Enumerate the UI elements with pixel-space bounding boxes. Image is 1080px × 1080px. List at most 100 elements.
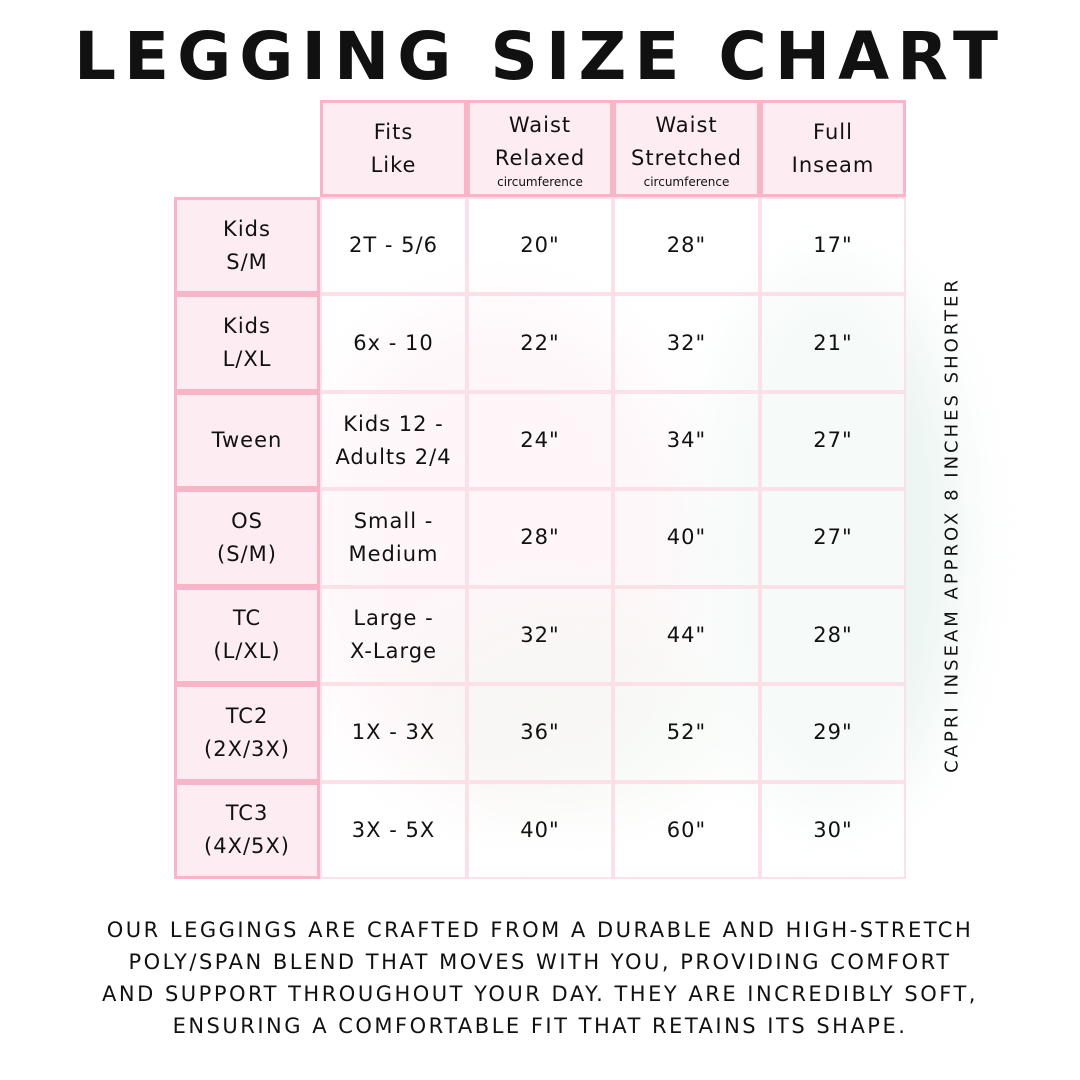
inseam-cell: 21" — [760, 294, 906, 392]
cell-text: 60" — [666, 817, 707, 842]
cell-text: 28" — [520, 525, 560, 550]
description-line: and support throughout your day. They ar… — [102, 982, 978, 1006]
row-header: OS (S/M) — [174, 489, 320, 587]
cell-text: 1X - 3X — [351, 720, 436, 745]
inseam-cell: 28" — [760, 586, 906, 685]
waist-stretched-cell: 32" — [613, 294, 760, 392]
fits-like-cell: Kids 12 - Adults 2/4 — [320, 391, 467, 490]
cell-text: 28" — [666, 233, 707, 258]
waist-stretched-cell: 40" — [613, 489, 760, 587]
cell-text: 36" — [520, 720, 560, 745]
inseam-cell: 29" — [760, 684, 906, 782]
row-header: Tween — [174, 391, 320, 490]
inseam-cell: 17" — [760, 197, 906, 295]
cell-text: 21" — [813, 330, 853, 355]
cell-text: 27" — [813, 428, 853, 453]
cell-text: Inseam — [791, 152, 875, 177]
cell-text: Kids — [223, 216, 271, 241]
column-header: Full Inseam — [760, 100, 906, 197]
cell-text: 20" — [520, 233, 560, 258]
cell-text: Large - — [353, 606, 434, 631]
cell-text: 32" — [666, 330, 707, 355]
row-header: Kids L/XL — [174, 294, 320, 392]
fits-like-cell: Small - Medium — [320, 489, 467, 587]
description-line: poly/span blend that moves with you, pro… — [128, 950, 952, 974]
waist-relaxed-cell: 40" — [467, 781, 613, 879]
description-line: ensuring a comfortable fit that retains … — [172, 1014, 908, 1038]
cell-text: Small - — [353, 508, 434, 533]
inseam-cell: 30" — [760, 781, 906, 879]
description: Our leggings are crafted from a durable … — [0, 914, 1080, 1042]
cell-text: 40" — [520, 817, 560, 842]
description-line: Our leggings are crafted from a durable … — [106, 918, 974, 942]
cell-text: Stretched — [631, 145, 742, 170]
cell-text: (2X/3X) — [204, 736, 290, 761]
cell-text: 32" — [520, 622, 560, 647]
cell-text: Fits — [373, 119, 414, 144]
cell-text: (L/XL) — [213, 639, 281, 664]
cell-text: circumference — [497, 174, 583, 189]
cell-text: 6x - 10 — [353, 330, 434, 355]
fits-like-cell: 3X - 5X — [320, 781, 467, 879]
inseam-cell: 27" — [760, 391, 906, 490]
cell-text: 34" — [666, 428, 707, 453]
cell-text: Medium — [348, 541, 439, 566]
cell-text: (4X/5X) — [204, 834, 290, 859]
cell-text: TC3 — [225, 801, 269, 826]
cell-text: Full — [813, 119, 853, 144]
column-header: Fits Like — [320, 100, 467, 197]
cell-text: L/XL — [222, 347, 272, 372]
waist-stretched-cell: 28" — [613, 197, 760, 295]
row-header: TC (L/XL) — [174, 586, 320, 685]
row-header: TC2 (2X/3X) — [174, 684, 320, 782]
inseam-cell: 27" — [760, 489, 906, 587]
waist-relaxed-cell: 28" — [467, 489, 613, 587]
cell-text: 40" — [666, 525, 707, 550]
cell-text: TC — [232, 606, 262, 631]
column-header: Waist Stretched circumference — [613, 100, 760, 197]
fits-like-cell: 1X - 3X — [320, 684, 467, 782]
waist-relaxed-cell: 22" — [467, 294, 613, 392]
cell-text: circumference — [643, 174, 730, 189]
cell-text: Tween — [211, 428, 283, 453]
cell-text: Like — [370, 152, 417, 177]
cell-text: Relaxed — [494, 145, 586, 170]
waist-relaxed-cell: 20" — [467, 197, 613, 295]
row-header: Kids S/M — [174, 197, 320, 295]
cell-text: S/M — [226, 249, 268, 274]
cell-text: 29" — [813, 720, 853, 745]
waist-relaxed-cell: 32" — [467, 586, 613, 685]
page-title: LEGGING SIZE CHART — [73, 18, 1007, 95]
cell-text: 30" — [813, 817, 853, 842]
cell-text: Waist — [655, 112, 718, 137]
cell-text: 28" — [813, 622, 853, 647]
cell-text: (S/M) — [217, 541, 277, 566]
fits-like-cell: 6x - 10 — [320, 294, 467, 392]
cell-text: 24" — [520, 428, 560, 453]
cell-text: Kids 12 - — [343, 411, 444, 436]
waist-stretched-cell: 44" — [613, 586, 760, 685]
cell-text: Adults 2/4 — [335, 444, 452, 469]
waist-stretched-cell: 60" — [613, 781, 760, 879]
row-header: TC3 (4X/5X) — [174, 781, 320, 879]
fits-like-cell: 2T - 5/6 — [320, 197, 467, 295]
capri-note: CAPRI INSEAM APPROX 8 INCHES SHORTER — [941, 277, 963, 773]
cell-text: Waist — [508, 112, 572, 137]
column-header: Waist Relaxed circumference — [467, 100, 613, 197]
cell-text: OS — [231, 508, 263, 533]
cell-text: 27" — [813, 525, 853, 550]
cell-text: 2T - 5/6 — [349, 233, 438, 258]
cell-text: X-Large — [349, 639, 437, 664]
waist-stretched-cell: 52" — [613, 684, 760, 782]
fits-like-cell: Large - X-Large — [320, 586, 467, 685]
cell-text: 3X - 5X — [351, 817, 436, 842]
waist-relaxed-cell: 24" — [467, 391, 613, 490]
cell-text: 52" — [666, 720, 707, 745]
cell-text: TC2 — [225, 703, 269, 728]
cell-text: 22" — [520, 330, 560, 355]
cell-text: Kids — [223, 314, 271, 339]
cell-text: 17" — [813, 233, 853, 258]
cell-text: 44" — [666, 622, 707, 647]
waist-stretched-cell: 34" — [613, 391, 760, 490]
waist-relaxed-cell: 36" — [467, 684, 613, 782]
